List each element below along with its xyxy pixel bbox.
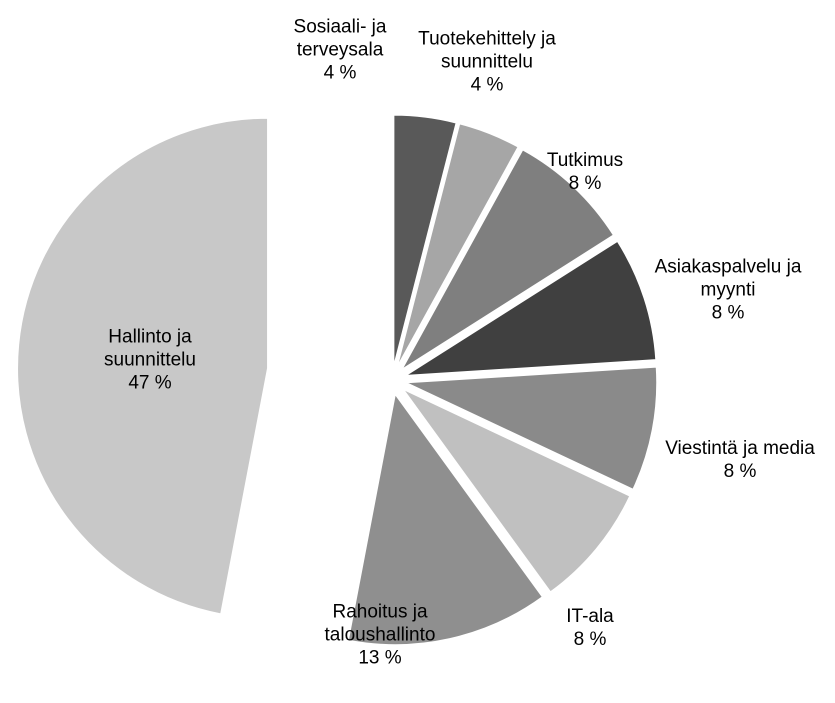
slice-value: 47 % [128,372,172,394]
pie-slice [393,114,457,366]
slice-name: Tutkimus [546,150,624,171]
slice-name: Sosiaali- ja terveysala [293,16,387,61]
slice-label: Viestintä ja media 8 % [655,437,825,483]
slice-value: 4 % [323,62,357,84]
slice-label: IT-ala 8 % [505,605,675,651]
pie-slice [347,393,543,646]
slice-name: IT-ala [566,606,614,627]
pie-slice [403,389,631,593]
slice-name: Rahoitus ja taloushallinto [324,601,436,646]
slice-value: 8 % [568,173,602,194]
pie-slice [17,117,269,615]
slice-name: Tuotekehittely ja suunnittelu [418,28,556,73]
slice-label: Tuotekehittely ja suunnittelu 4 % [402,28,572,97]
pie-slice [405,240,657,376]
slice-value: 8 % [711,302,745,324]
pie-slice [397,123,519,367]
slice-name: Hallinto ja suunnittelu [104,326,196,371]
slice-value: 4 % [470,74,504,96]
slice-label: Sosiaali- ja terveysala 4 % [255,16,425,85]
slice-name: Asiakaspalvelu ja myynti [654,256,802,301]
slice-name: Viestintä ja media [665,438,815,459]
slice-value: 13 % [358,647,402,669]
slice-label: Tutkimus 8 % [500,149,670,195]
pie-slice [406,366,658,490]
slice-label: Asiakaspalvelu ja myynti 8 % [643,256,813,325]
slice-value: 8 % [723,461,757,482]
slice-label: Hallinto ja suunnittelu 47 % [65,326,235,395]
slice-value: 8 % [573,629,607,650]
pie-slice [401,149,615,370]
slice-label: Rahoitus ja taloushallinto 13 % [295,601,465,670]
